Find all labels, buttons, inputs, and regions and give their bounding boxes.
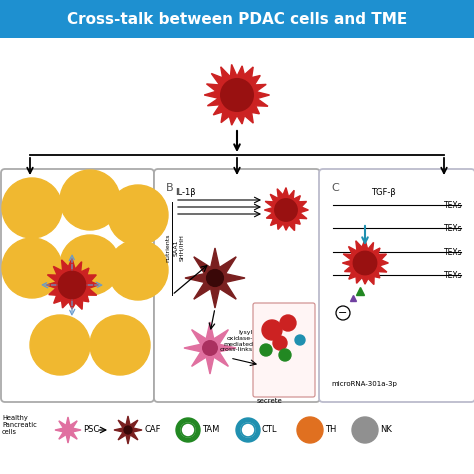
Text: nutrients: nutrients xyxy=(165,234,170,262)
Circle shape xyxy=(260,344,272,356)
Circle shape xyxy=(280,315,296,331)
Polygon shape xyxy=(55,417,81,443)
Text: IL-1β: IL-1β xyxy=(175,188,196,197)
Text: TEXs: TEXs xyxy=(444,201,463,210)
Circle shape xyxy=(353,251,377,275)
Circle shape xyxy=(60,170,120,230)
Text: SHH/IHH: SHH/IHH xyxy=(179,235,184,262)
Text: NK: NK xyxy=(380,426,392,435)
Circle shape xyxy=(221,79,253,111)
Circle shape xyxy=(2,178,62,238)
Text: secrete: secrete xyxy=(257,398,283,404)
Polygon shape xyxy=(264,188,309,231)
Circle shape xyxy=(58,271,86,299)
Polygon shape xyxy=(185,248,245,308)
FancyBboxPatch shape xyxy=(319,169,474,402)
Polygon shape xyxy=(342,240,388,284)
Circle shape xyxy=(273,336,287,350)
FancyBboxPatch shape xyxy=(253,303,315,397)
Polygon shape xyxy=(204,64,270,125)
Text: SAA1: SAA1 xyxy=(174,240,179,256)
Circle shape xyxy=(2,238,62,298)
Circle shape xyxy=(262,320,282,340)
Text: Healthy
Pancreatic
cells: Healthy Pancreatic cells xyxy=(2,415,37,435)
Circle shape xyxy=(275,199,297,221)
Circle shape xyxy=(124,426,132,434)
Text: C: C xyxy=(331,183,339,193)
Circle shape xyxy=(60,235,120,295)
Circle shape xyxy=(207,270,223,286)
Text: TEXs: TEXs xyxy=(444,247,463,256)
Text: TH: TH xyxy=(325,426,337,435)
Text: lysyl
oxidase-
mediated
cross-links: lysyl oxidase- mediated cross-links xyxy=(220,330,253,352)
Circle shape xyxy=(352,417,378,443)
Text: TAM: TAM xyxy=(202,426,219,435)
FancyBboxPatch shape xyxy=(1,169,154,402)
Circle shape xyxy=(108,240,168,300)
FancyBboxPatch shape xyxy=(154,169,320,402)
Circle shape xyxy=(30,315,90,375)
Text: CAF: CAF xyxy=(145,426,162,435)
Text: B: B xyxy=(166,183,173,193)
Polygon shape xyxy=(114,416,142,444)
Polygon shape xyxy=(184,322,236,374)
Circle shape xyxy=(176,418,200,442)
Circle shape xyxy=(181,423,195,437)
Text: TEXs: TEXs xyxy=(444,271,463,280)
Circle shape xyxy=(279,349,291,361)
Text: TEXs: TEXs xyxy=(444,224,463,233)
Text: TGF-β: TGF-β xyxy=(371,188,395,197)
Circle shape xyxy=(203,341,217,356)
Circle shape xyxy=(295,335,305,345)
Circle shape xyxy=(336,306,350,320)
Text: CTL: CTL xyxy=(262,426,277,435)
Text: Cross-talk between PDAC cells and TME: Cross-talk between PDAC cells and TME xyxy=(67,11,407,27)
Bar xyxy=(0,0,474,38)
Polygon shape xyxy=(46,258,99,310)
Circle shape xyxy=(90,315,150,375)
Circle shape xyxy=(241,423,255,437)
Circle shape xyxy=(297,417,323,443)
Circle shape xyxy=(108,185,168,245)
Text: microRNA-301a-3p: microRNA-301a-3p xyxy=(331,381,397,387)
Text: PSC: PSC xyxy=(83,426,99,435)
Text: −: − xyxy=(338,308,348,318)
Circle shape xyxy=(236,418,260,442)
